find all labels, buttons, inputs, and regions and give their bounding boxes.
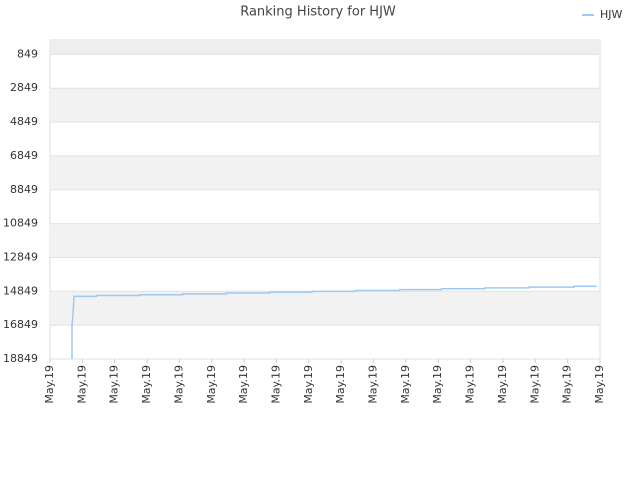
x-tick-label: May.19 <box>140 365 153 404</box>
y-tick-label: 2849 <box>10 81 38 94</box>
x-tick-label: May.19 <box>75 365 88 404</box>
grid-band <box>50 155 600 190</box>
y-tick-label: 8849 <box>10 183 38 196</box>
x-tick-label: May.19 <box>496 365 509 404</box>
x-tick-label: May.19 <box>205 365 218 404</box>
x-tick-label: May.19 <box>431 365 444 404</box>
y-tick-label: 6849 <box>10 149 38 162</box>
x-tick-label: May.19 <box>593 365 606 404</box>
x-tick-label: May.19 <box>237 365 250 404</box>
y-tick-label: 12849 <box>3 250 38 263</box>
x-tick-label: May.19 <box>528 365 541 404</box>
y-tick-label: 18849 <box>3 352 38 365</box>
x-tick-label: May.19 <box>302 365 315 404</box>
legend-label: HJW <box>600 8 623 21</box>
x-tick-label: May.19 <box>108 365 121 404</box>
y-tick-label: 849 <box>17 47 38 60</box>
x-tick-label: May.19 <box>399 365 412 404</box>
y-tick-label: 14849 <box>3 284 38 297</box>
x-tick-label: May.19 <box>172 365 185 404</box>
data-line <box>71 285 597 359</box>
grid-band <box>50 40 600 55</box>
grid-band <box>50 88 600 123</box>
grid-band <box>50 223 600 258</box>
x-tick-label: May.19 <box>367 365 380 404</box>
y-tick-label: 4849 <box>10 115 38 128</box>
grid-band <box>50 291 600 326</box>
x-tick-label: May.19 <box>334 365 347 404</box>
y-tick-label: 10849 <box>3 217 38 230</box>
x-tick-label: May.19 <box>43 365 56 404</box>
chart-title: Ranking History for HJW <box>240 5 396 20</box>
y-tick-label: 16849 <box>3 318 38 331</box>
x-tick-label: May.19 <box>561 365 574 404</box>
x-tick-label: May.19 <box>269 365 282 404</box>
x-tick-label: May.19 <box>464 365 477 404</box>
